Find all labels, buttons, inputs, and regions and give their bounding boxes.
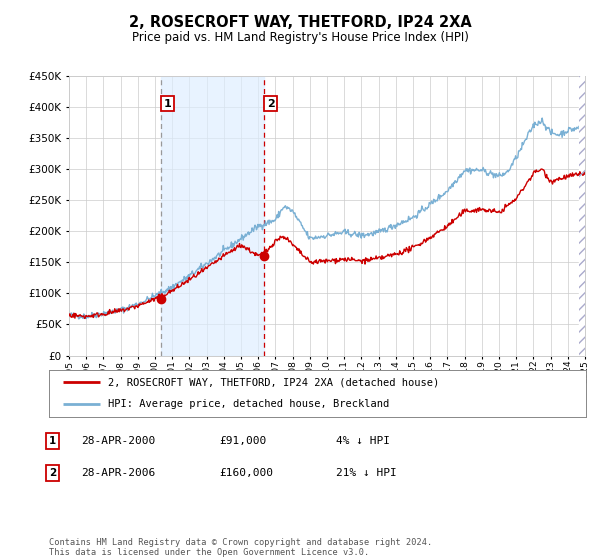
Bar xyxy=(161,76,264,356)
Text: Contains HM Land Registry data © Crown copyright and database right 2024.
This d: Contains HM Land Registry data © Crown c… xyxy=(49,538,433,557)
Text: HPI: Average price, detached house, Breckland: HPI: Average price, detached house, Brec… xyxy=(108,399,389,409)
Text: Price paid vs. HM Land Registry's House Price Index (HPI): Price paid vs. HM Land Registry's House … xyxy=(131,31,469,44)
Text: 2, ROSECROFT WAY, THETFORD, IP24 2XA (detached house): 2, ROSECROFT WAY, THETFORD, IP24 2XA (de… xyxy=(108,377,440,388)
Text: £91,000: £91,000 xyxy=(219,436,266,446)
Text: 2: 2 xyxy=(49,468,56,478)
Text: 1: 1 xyxy=(164,99,172,109)
Bar xyxy=(580,76,585,356)
Text: 21% ↓ HPI: 21% ↓ HPI xyxy=(336,468,397,478)
Text: 28-APR-2000: 28-APR-2000 xyxy=(81,436,155,446)
Text: 4% ↓ HPI: 4% ↓ HPI xyxy=(336,436,390,446)
Bar xyxy=(580,76,585,356)
Text: 1: 1 xyxy=(49,436,56,446)
Text: 2, ROSECROFT WAY, THETFORD, IP24 2XA: 2, ROSECROFT WAY, THETFORD, IP24 2XA xyxy=(128,15,472,30)
Text: £160,000: £160,000 xyxy=(219,468,273,478)
Text: 2: 2 xyxy=(267,99,275,109)
Text: 28-APR-2006: 28-APR-2006 xyxy=(81,468,155,478)
